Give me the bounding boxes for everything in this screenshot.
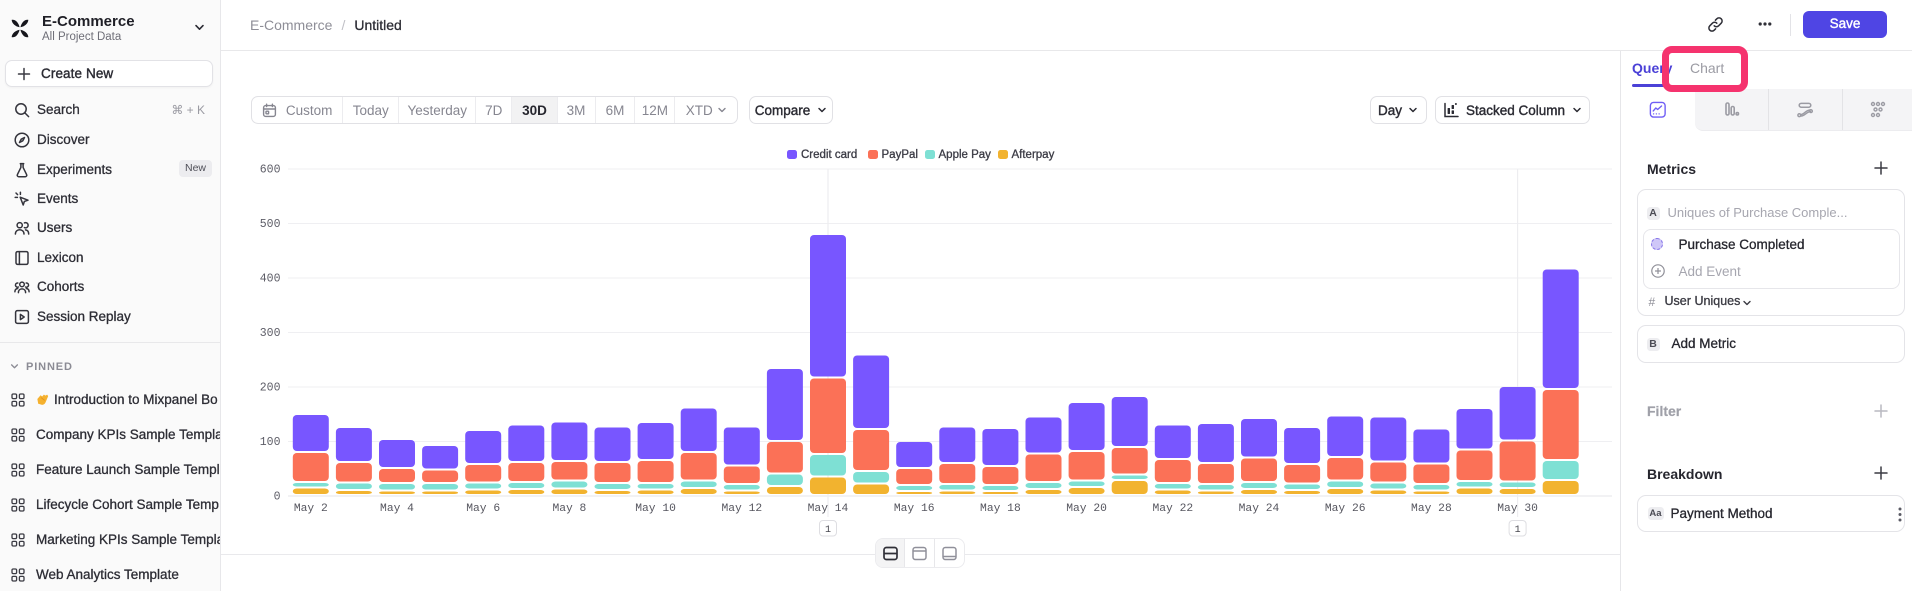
svg-text:500: 500 — [260, 218, 281, 231]
svg-text:May 28: May 28 — [1411, 503, 1452, 515]
svg-text:May 4: May 4 — [380, 503, 414, 515]
svg-text:May 18: May 18 — [980, 503, 1021, 515]
svg-text:May 30: May 30 — [1497, 503, 1538, 515]
svg-text:May 12: May 12 — [721, 503, 762, 515]
svg-text:600: 600 — [260, 164, 281, 177]
svg-text:200: 200 — [260, 382, 281, 395]
svg-text:May 16: May 16 — [894, 503, 935, 515]
svg-text:May 10: May 10 — [635, 503, 676, 515]
svg-text:May 8: May 8 — [552, 503, 586, 515]
svg-text:May 14: May 14 — [808, 503, 849, 515]
svg-text:100: 100 — [260, 436, 281, 449]
svg-text:May 22: May 22 — [1152, 503, 1193, 515]
svg-text:400: 400 — [260, 273, 281, 286]
svg-text:May 26: May 26 — [1325, 503, 1366, 515]
svg-text:May 2: May 2 — [294, 503, 328, 515]
svg-text:1: 1 — [825, 525, 831, 536]
svg-text:May 24: May 24 — [1239, 503, 1280, 515]
svg-text:May 20: May 20 — [1066, 503, 1107, 515]
svg-text:1: 1 — [1515, 525, 1521, 536]
svg-text:300: 300 — [260, 327, 281, 340]
svg-text:May 6: May 6 — [466, 503, 500, 515]
svg-text:0: 0 — [274, 491, 281, 504]
